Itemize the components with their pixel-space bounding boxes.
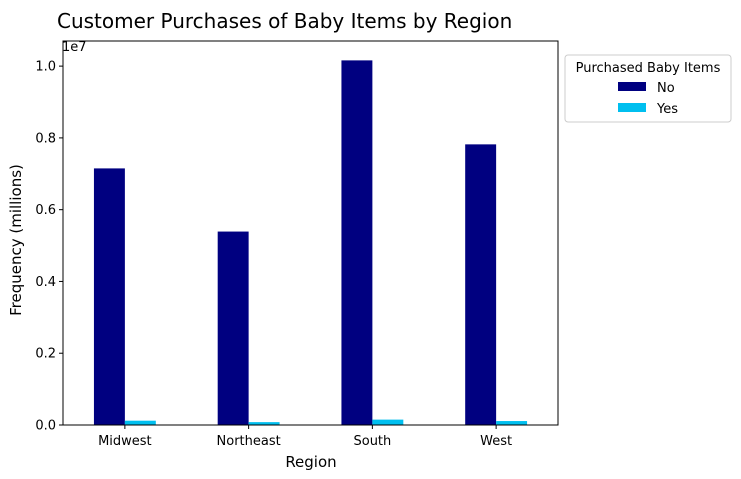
y-axis-label: Frequency (millions) [7,164,25,316]
bar-yes-south [372,419,404,425]
chart-title: Customer Purchases of Baby Items by Regi… [57,9,512,33]
legend-label-no: No [657,81,675,96]
y-tick-label: 1.0 [35,60,56,75]
bar-yes-west [496,421,528,425]
bar-yes-northeast [248,422,280,425]
bar-no-south [341,60,373,425]
legend-swatch-yes [618,103,646,112]
legend: Purchased Baby Items No Yes [564,54,732,123]
legend-items: No Yes [618,81,678,117]
legend-title: Purchased Baby Items [576,61,721,76]
bar-no-midwest [93,168,125,425]
legend-swatch-no [618,82,646,91]
x-tick-label: Northeast [217,434,281,449]
plot-area: 0.0 0.2 0.4 0.6 0.8 1.0 Midwest Northeast South W… [35,40,559,449]
axes-frame [62,40,559,426]
y-tick-label: 0.2 [35,347,56,362]
y-tick-label: 0.6 [35,203,56,218]
y-offset-label: 1e7 [62,40,87,55]
x-tick-label: West [480,434,512,449]
legend-frame [564,54,732,123]
x-tick-label: South [353,434,391,449]
legend-label-yes: Yes [656,102,678,117]
bar-no-west [465,144,497,426]
x-tick-label: Midwest [98,434,152,449]
y-tick-label: 0.8 [35,131,56,146]
y-tick-label: 0.4 [35,275,56,290]
bar-yes-midwest [124,420,156,425]
bar-no-northeast [217,231,249,425]
x-axis-label: Region [285,453,336,471]
y-tick-label: 0.0 [35,419,56,434]
